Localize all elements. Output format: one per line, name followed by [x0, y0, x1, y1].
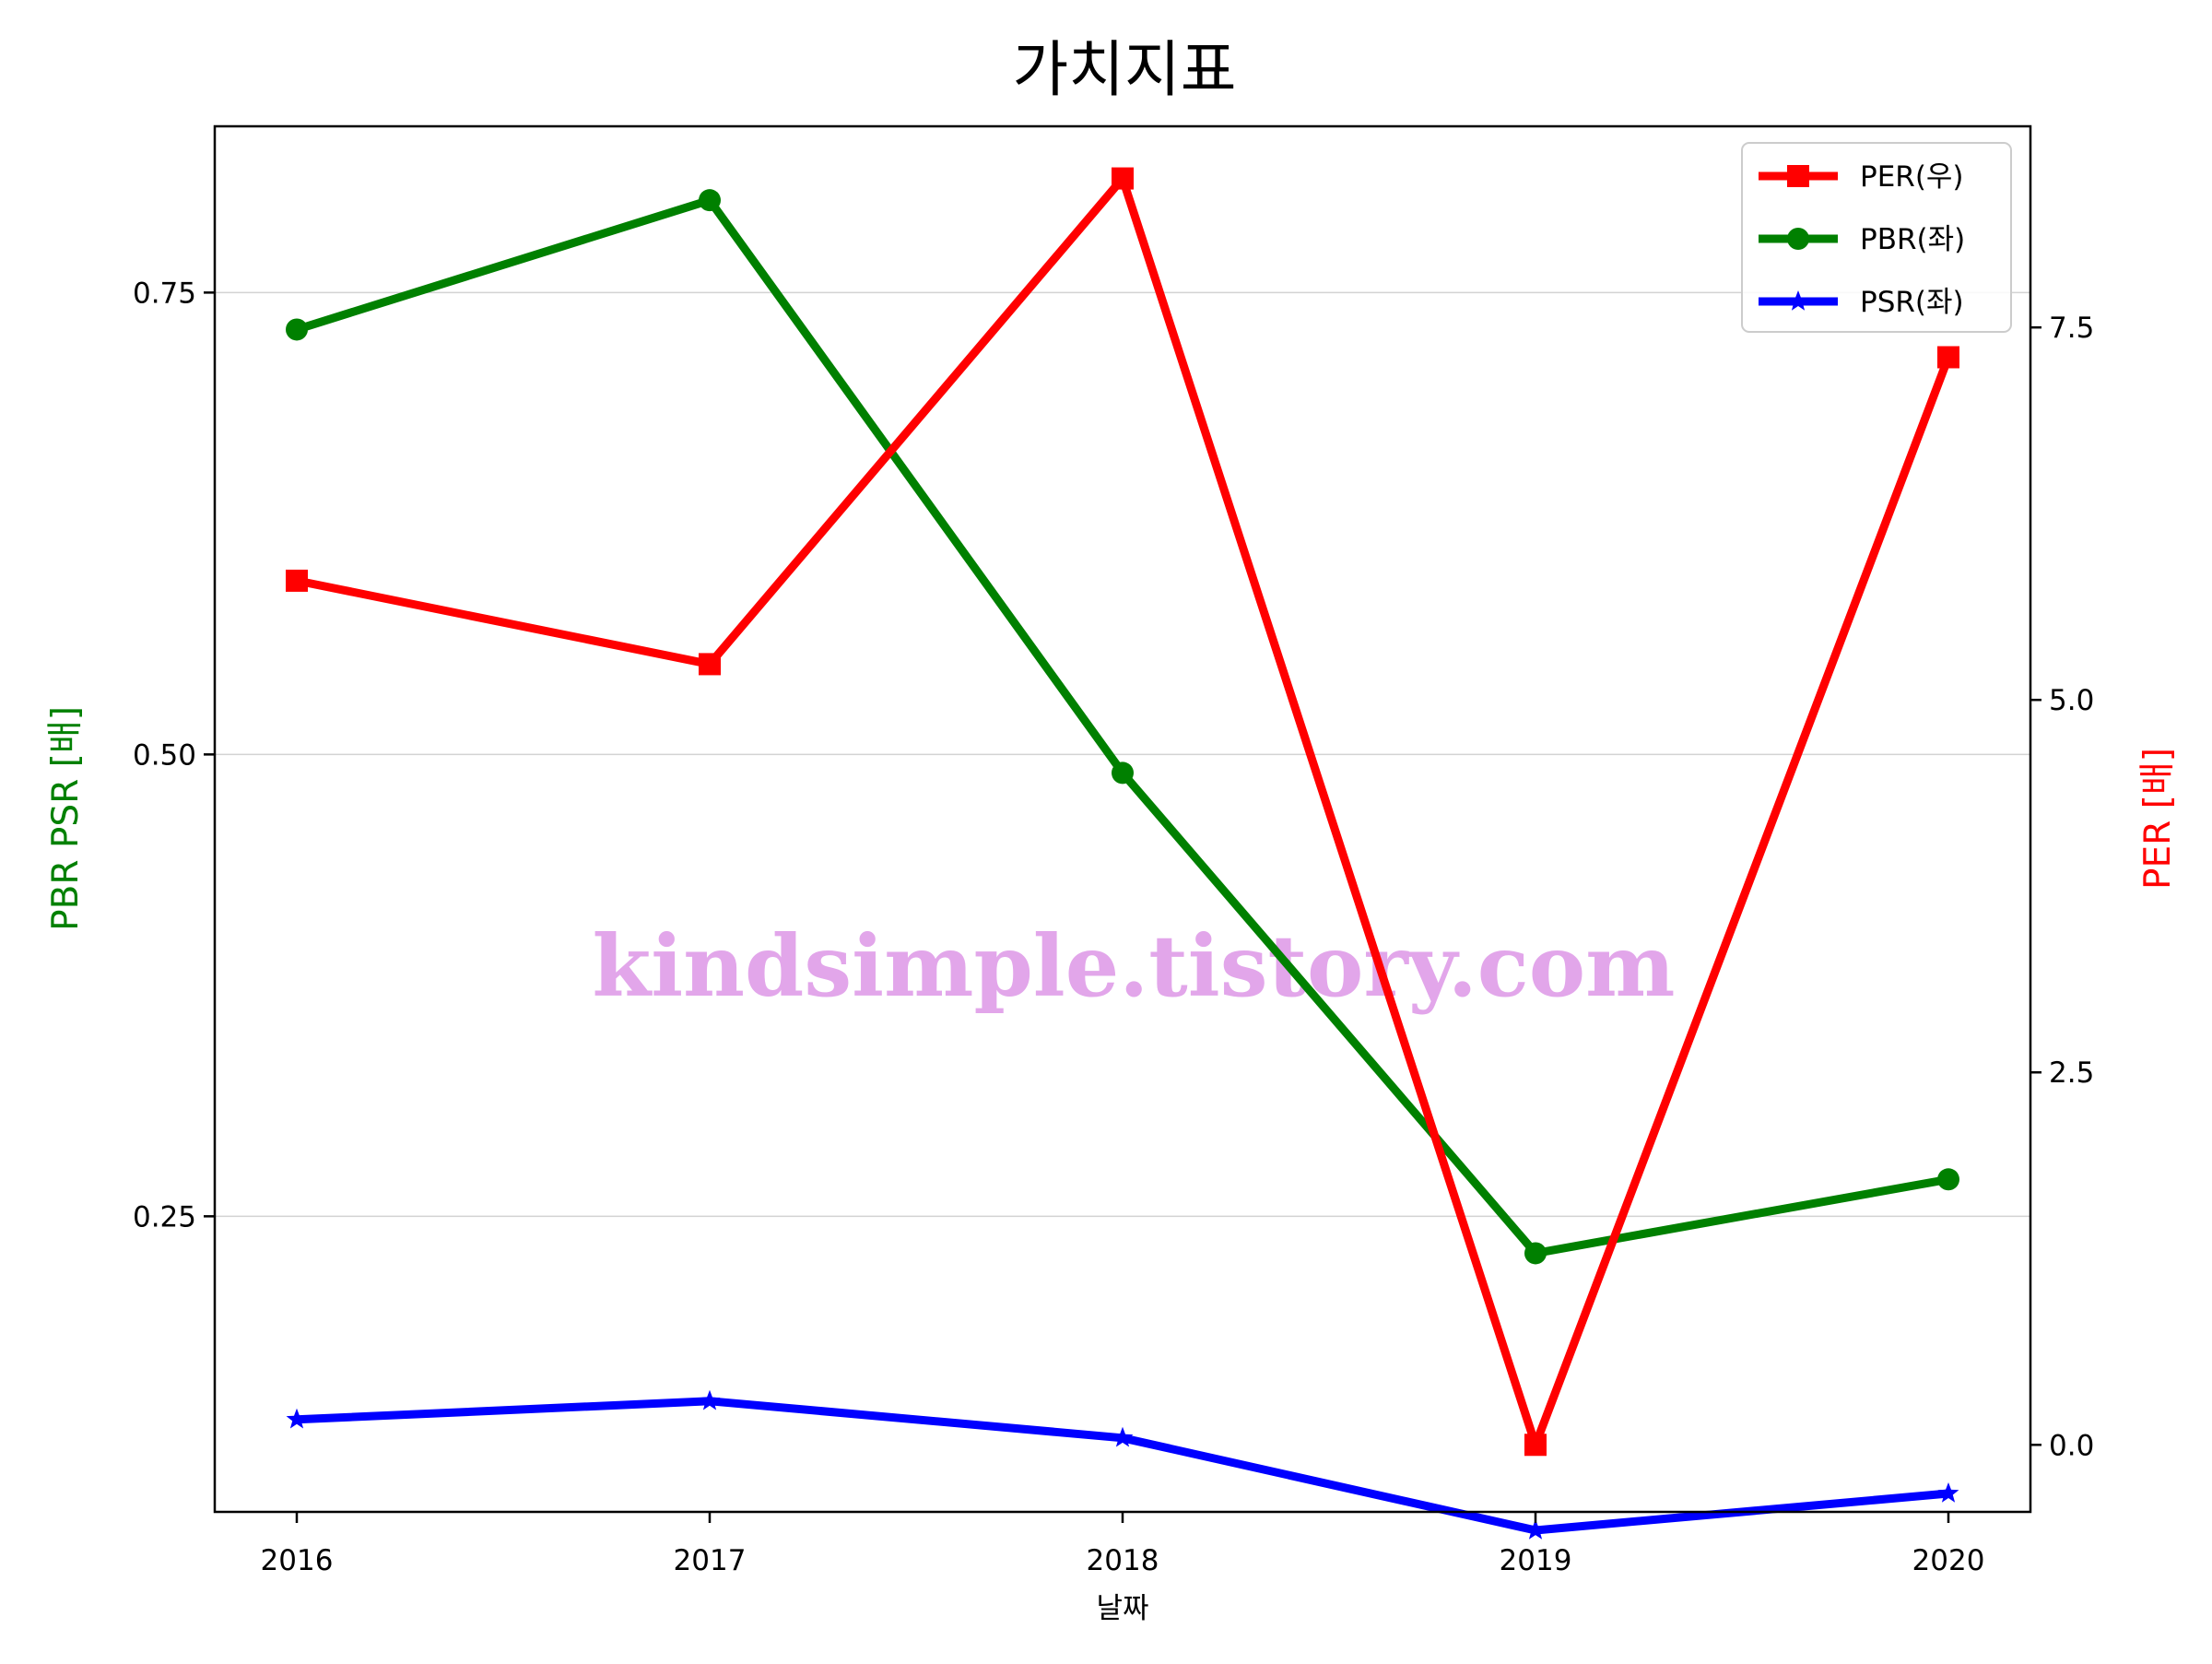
legend-item: PBR(좌) [1759, 223, 1965, 256]
legend-item: PER(우) [1759, 160, 1964, 194]
series-layer [286, 167, 1959, 1540]
series-per우 [286, 167, 1959, 1457]
data-point-marker [1524, 1242, 1547, 1265]
data-point-marker [699, 1389, 721, 1410]
left-y-tick-label: 0.50 [133, 738, 196, 772]
data-point-marker [286, 1408, 308, 1429]
left-y-tick-label: 0.75 [133, 277, 196, 310]
grid-layer [215, 291, 2030, 1218]
legend-box [1741, 142, 2012, 333]
legend-swatch-marker [1787, 165, 1809, 187]
axis-layer: 0.25 0.50 0.75 0.0 2.5 5.0 7.5 2016 2017 2018 2019… [133, 277, 2094, 1577]
data-point-marker [1524, 1519, 1547, 1540]
data-point-marker [699, 653, 721, 676]
legend-label: PER(우) [1860, 160, 1964, 194]
data-point-marker [1937, 1482, 1959, 1503]
plot-frame [213, 124, 2032, 1514]
legend-label: PBR(좌) [1860, 223, 1965, 256]
data-point-marker [1112, 761, 1134, 785]
x-tick-label: 2019 [1500, 1544, 1572, 1577]
right-y-tick-label: 2.5 [2049, 1056, 2094, 1090]
x-tick-label: 2016 [261, 1544, 334, 1577]
data-point-marker [1112, 1426, 1134, 1447]
x-axis-label: 날짜 [1096, 1592, 1148, 1625]
chart-title: 가치지표 [1013, 34, 1237, 105]
x-tick-label: 2018 [1087, 1544, 1159, 1577]
legend-items: PER(우) PBR(좌) PSR(좌) [1759, 160, 1965, 319]
series-pbr좌 [286, 189, 1959, 1265]
series-line [295, 195, 1949, 1257]
legend-swatch-marker [1787, 228, 1809, 250]
legend-swatch-marker [1787, 290, 1809, 311]
x-tick-label: 2017 [674, 1544, 747, 1577]
data-point-marker [1524, 1434, 1547, 1457]
data-point-marker [286, 318, 308, 341]
right-y-tick-label: 7.5 [2049, 312, 2094, 345]
legend-label: PSR(좌) [1860, 286, 1964, 319]
data-point-marker [1937, 1168, 1959, 1191]
x-tick-label: 2020 [1912, 1544, 1985, 1577]
series-line [296, 174, 1953, 1449]
right-y-tick-label: 5.0 [2049, 684, 2094, 717]
data-point-marker [699, 189, 721, 212]
data-point-marker [286, 569, 308, 592]
legend-item: PSR(좌) [1759, 286, 1964, 319]
data-point-marker [1937, 346, 1959, 369]
right-y-tick-label: 0.0 [2049, 1429, 2094, 1462]
series-psr좌 [286, 1389, 1959, 1540]
legend: PER(우) PBR(좌) PSR(좌) [1741, 142, 2012, 333]
watermark-text: kindsimple.tistory.com [592, 916, 1675, 1016]
right-y-axis-label: PER [배] [2137, 748, 2179, 890]
data-point-marker [1112, 167, 1134, 190]
left-y-axis-label: PBR PSR [배] [45, 706, 87, 931]
left-y-tick-label: 0.25 [133, 1200, 196, 1233]
